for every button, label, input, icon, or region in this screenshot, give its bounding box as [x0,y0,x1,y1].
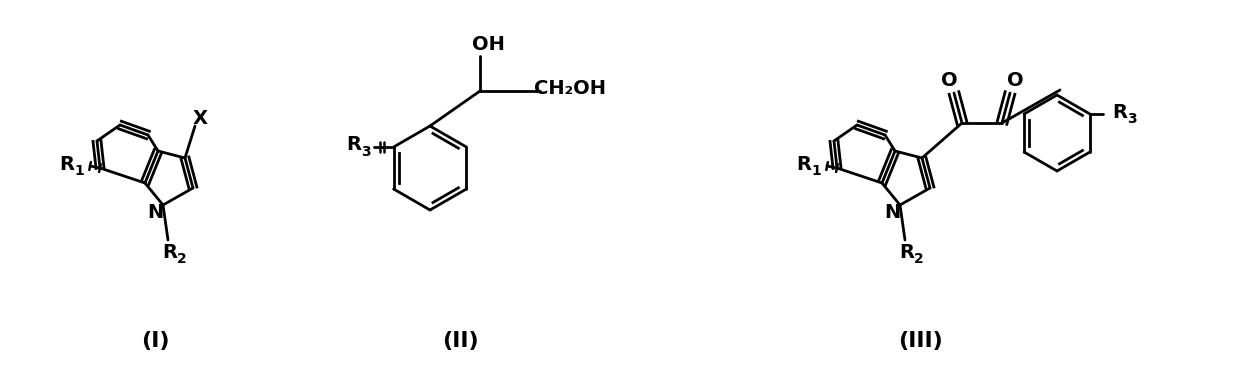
Text: 2: 2 [914,252,924,266]
Text: R: R [346,135,361,154]
Text: R: R [162,242,177,261]
Text: R: R [60,154,74,173]
Text: 3: 3 [361,145,371,159]
Text: CH₂OH: CH₂OH [534,79,606,98]
Text: R: R [899,242,915,261]
Text: (II): (II) [441,331,479,351]
Text: O: O [941,72,957,91]
Text: N: N [146,204,164,223]
Text: 1: 1 [74,164,84,178]
Text: 3: 3 [1127,112,1137,126]
Text: O: O [1007,72,1023,91]
Text: (III): (III) [898,331,942,351]
Text: R: R [796,154,811,173]
Text: X: X [192,109,207,128]
Text: N: N [884,204,900,223]
Text: R: R [1112,103,1127,122]
Text: 2: 2 [177,252,187,266]
Text: (I): (I) [141,331,169,351]
Text: OH: OH [471,34,505,53]
Text: 1: 1 [811,164,821,178]
